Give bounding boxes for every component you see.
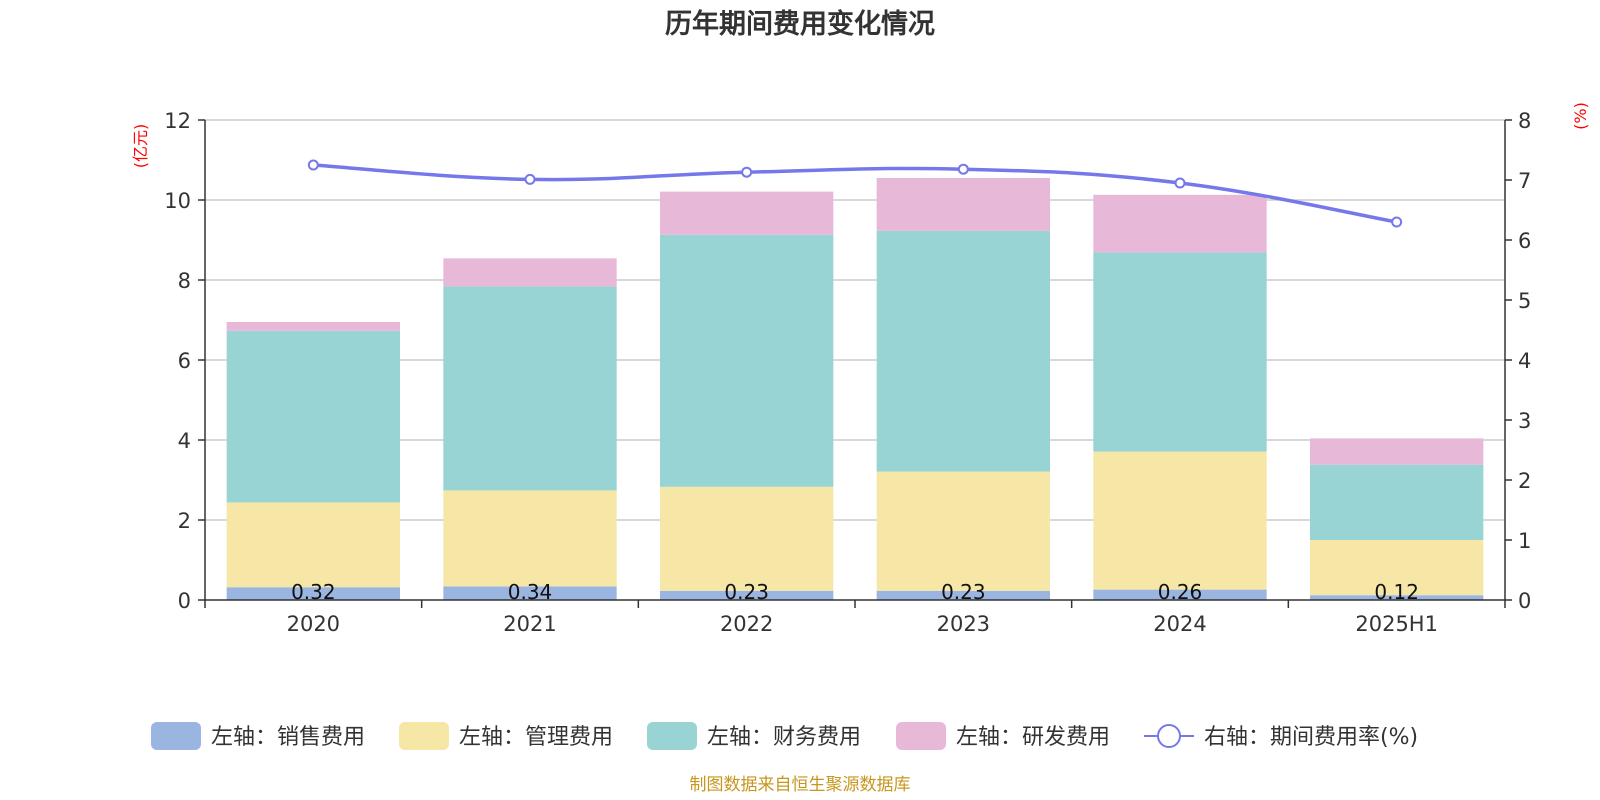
bar-segment <box>1310 595 1484 600</box>
x-tick-label: 2020 <box>287 612 340 636</box>
bar-segment <box>226 502 400 588</box>
bar-data-label: 0.23 <box>724 580 769 604</box>
source-note: 制图数据来自恒生聚源数据库 <box>690 775 911 795</box>
right-axis-unit: (%) <box>1571 102 1590 130</box>
bar-segment <box>443 490 617 587</box>
bar-segment <box>443 286 617 491</box>
bar-segment <box>1093 194 1267 253</box>
legend-label: 右轴：期间费用率(%) <box>1204 725 1418 750</box>
bar-segment <box>226 330 400 503</box>
right-tick-label: 8 <box>1518 109 1531 133</box>
legend-item[interactable]: 左轴：财务费用 <box>647 722 861 750</box>
legend-item[interactable]: 右轴：期间费用率(%) <box>1144 724 1418 750</box>
bar-segment <box>876 471 1050 591</box>
left-tick-label: 2 <box>178 509 191 533</box>
rate-point <box>1174 177 1186 189</box>
rate-line <box>313 163 1397 224</box>
rate-point <box>1391 216 1403 228</box>
bar-segment <box>876 590 1050 600</box>
x-tick-label: 2021 <box>503 612 556 636</box>
bar-segment <box>660 590 834 600</box>
legend-swatch <box>647 722 697 750</box>
bar-data-label: 0.23 <box>941 580 986 604</box>
right-tick-label: 1 <box>1518 529 1531 553</box>
bar-segment <box>876 230 1050 472</box>
legend-swatch <box>896 722 946 750</box>
bar-segment <box>1310 540 1484 596</box>
gridlines <box>205 119 1505 521</box>
bar-segment <box>1093 252 1267 452</box>
legend-marker <box>1157 724 1181 748</box>
right-tick-label: 3 <box>1518 409 1531 433</box>
right-tick-label: 6 <box>1518 229 1531 253</box>
bar-segment <box>226 322 400 331</box>
left-tick-label: 0 <box>178 589 191 613</box>
x-tick-label: 2022 <box>720 612 773 636</box>
left-tick-label: 4 <box>178 429 191 453</box>
bar-data-label: 0.12 <box>1374 580 1419 604</box>
rate-point <box>741 166 753 178</box>
legend-swatch <box>399 722 449 750</box>
legend-label: 左轴：财务费用 <box>707 725 861 750</box>
data-labels: 0.32 0.34 0.23 0.23 0.26 0.12 <box>291 580 1419 604</box>
rate-point <box>957 163 969 175</box>
legend[interactable]: 左轴：销售费用 左轴：管理费用 左轴：财务费用 左轴：研发费用 右轴：期间费用率(%) <box>151 722 1418 750</box>
rate-line-series <box>307 159 1403 228</box>
legend-swatch <box>151 722 201 750</box>
left-tick-label: 10 <box>164 189 191 213</box>
legend-item[interactable]: 左轴：研发费用 <box>896 722 1110 750</box>
bar-segment <box>1093 451 1267 590</box>
bar-segment <box>1310 464 1484 540</box>
bar-segment <box>1093 589 1267 600</box>
legend-label: 左轴：管理费用 <box>459 725 613 750</box>
legend-label: 左轴：研发费用 <box>956 725 1110 750</box>
bar-segment <box>660 234 834 487</box>
x-tick-label: 2025H1 <box>1355 612 1438 636</box>
legend-label: 左轴：销售费用 <box>211 725 365 750</box>
bar-data-label: 0.32 <box>291 580 336 604</box>
right-tick-label: 7 <box>1518 169 1531 193</box>
right-tick-label: 2 <box>1518 469 1531 493</box>
chart-title: 历年期间费用变化情况 <box>665 8 935 40</box>
rate-point <box>307 159 319 171</box>
bar-segment <box>443 258 617 287</box>
bar-data-label: 0.34 <box>508 580 553 604</box>
right-tick-label: 4 <box>1518 349 1531 373</box>
rate-point <box>524 173 536 185</box>
legend-item[interactable]: 左轴：管理费用 <box>399 722 613 750</box>
x-tick-label: 2024 <box>1153 612 1206 636</box>
bar-stacks <box>226 178 1484 600</box>
x-tick-label: 2023 <box>937 612 990 636</box>
legend-item[interactable]: 左轴：销售费用 <box>151 722 365 750</box>
bar-segment <box>876 178 1050 231</box>
left-axis-unit: (亿元) <box>131 124 150 169</box>
bar-data-label: 0.26 <box>1158 580 1203 604</box>
left-tick-label: 12 <box>164 109 191 133</box>
bar-segment <box>443 586 617 600</box>
left-tick-label: 6 <box>178 349 191 373</box>
left-tick-label: 8 <box>178 269 191 293</box>
bar-segment <box>660 486 834 591</box>
bar-segment <box>660 191 834 235</box>
right-tick-label: 0 <box>1518 589 1531 613</box>
bar-segment <box>226 587 400 600</box>
right-tick-label: 5 <box>1518 289 1531 313</box>
bar-segment <box>1310 438 1484 465</box>
